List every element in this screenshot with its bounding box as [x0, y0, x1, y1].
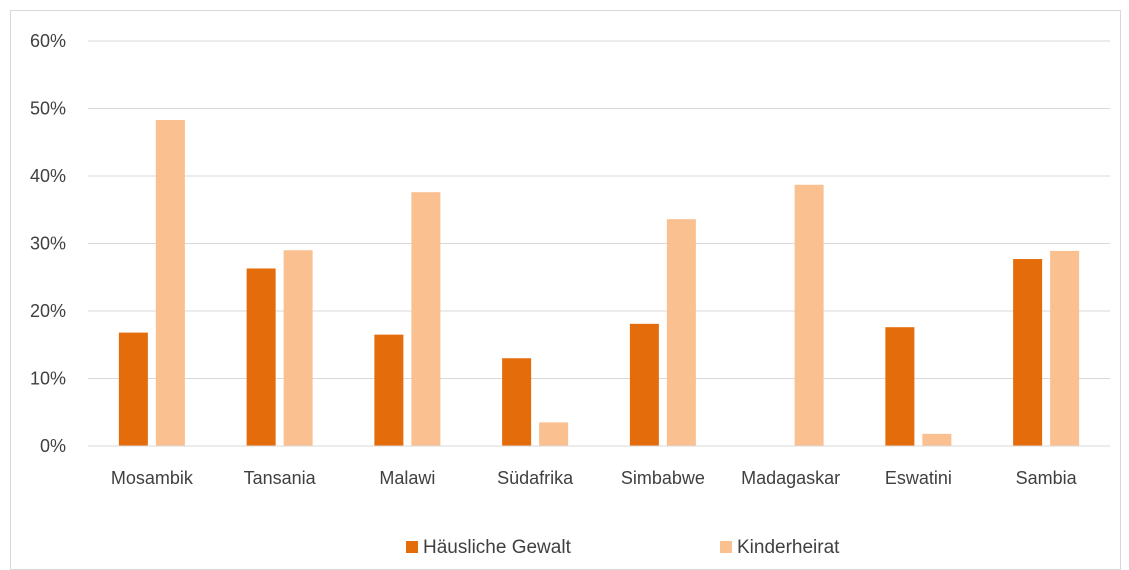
bar-kinderheirat — [794, 184, 824, 446]
x-tick-label: Südafrika — [497, 468, 574, 488]
bar-kinderheirat — [666, 219, 696, 446]
x-tick-label: Simbabwe — [621, 468, 705, 488]
legend-label-haeusliche-gewalt: Häusliche Gewalt — [423, 537, 572, 558]
x-tick-label: Malawi — [379, 468, 435, 488]
bar-haeusliche-gewalt — [1013, 259, 1043, 446]
y-tick-label: 30% — [30, 234, 66, 254]
y-tick-label: 40% — [30, 166, 66, 186]
gridlines — [88, 40, 1110, 447]
legend-label-kinderheirat: Kinderheirat — [737, 537, 840, 558]
x-tick-label: Madagaskar — [741, 468, 840, 488]
bars — [118, 119, 1080, 446]
legend-swatch-kinderheirat — [720, 541, 732, 553]
chart-frame — [10, 10, 1121, 570]
x-axis: Mosambik Tansania Malawi Südafrika Simbabwe M… — [88, 445, 1110, 488]
y-tick-label: 0% — [40, 436, 66, 456]
x-tick-label: Eswatini — [885, 468, 952, 488]
bar-haeusliche-gewalt — [118, 332, 148, 446]
x-tick-label: Mosambik — [111, 468, 194, 488]
bar-haeusliche-gewalt — [629, 323, 659, 446]
bar-kinderheirat — [1050, 250, 1080, 446]
y-tick-label: 60% — [30, 31, 66, 51]
bar-kinderheirat — [411, 192, 441, 446]
bar-kinderheirat — [922, 433, 952, 446]
x-tick-label: Tansania — [244, 468, 317, 488]
y-tick-label: 20% — [30, 301, 66, 321]
y-axis: 0% 10% 20% 30% 40% 50% 60% — [30, 31, 66, 456]
legend: Häusliche Gewalt Kinderheirat — [406, 537, 840, 558]
legend-swatch-haeusliche-gewalt — [406, 541, 418, 553]
bar-haeusliche-gewalt — [502, 358, 532, 446]
bar-haeusliche-gewalt — [374, 334, 404, 446]
bar-kinderheirat — [155, 119, 185, 446]
bar-haeusliche-gewalt — [885, 327, 915, 446]
bar-kinderheirat — [283, 250, 313, 446]
bar-haeusliche-gewalt — [246, 268, 276, 446]
bar-kinderheirat — [539, 422, 569, 446]
y-tick-label: 50% — [30, 99, 66, 119]
x-tick-label: Sambia — [1016, 468, 1078, 488]
y-tick-label: 10% — [30, 369, 66, 389]
